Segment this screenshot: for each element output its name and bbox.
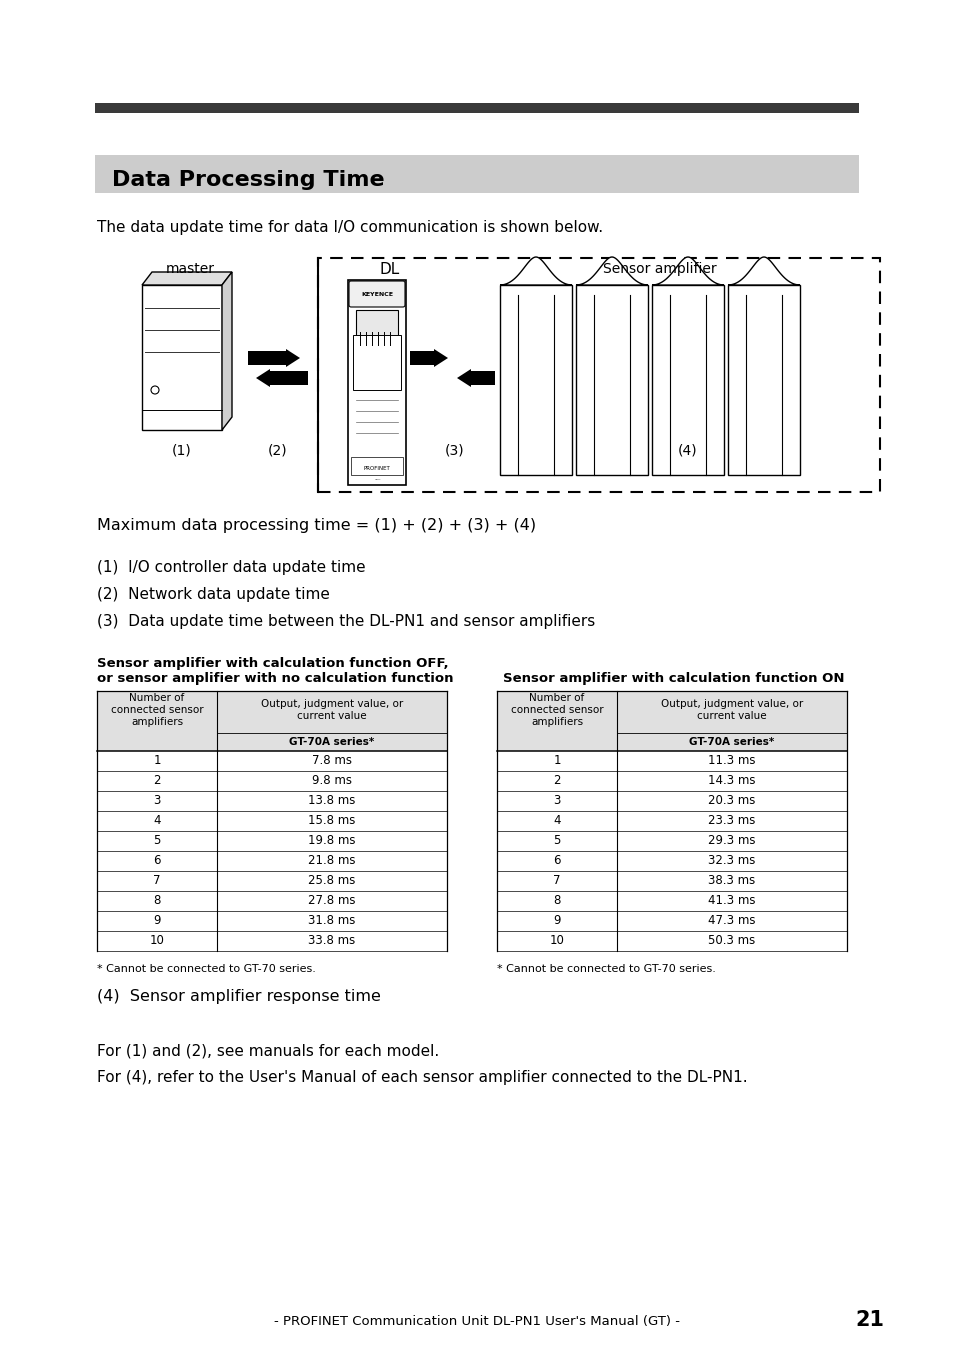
Text: 10: 10	[549, 934, 564, 948]
Text: 2: 2	[153, 775, 161, 787]
FancyArrow shape	[255, 369, 308, 387]
Text: 3: 3	[553, 795, 560, 807]
Polygon shape	[222, 272, 232, 430]
Text: 21.8 ms: 21.8 ms	[308, 854, 355, 868]
Bar	[95, 103, 858, 114]
FancyArrow shape	[410, 349, 448, 366]
Polygon shape	[727, 257, 800, 285]
Bar	[95, 155, 858, 193]
Text: 31.8 ms: 31.8 ms	[308, 914, 355, 927]
Text: 7: 7	[553, 875, 560, 887]
Bar	[497, 691, 846, 750]
Text: 5: 5	[153, 834, 160, 848]
Text: 21: 21	[855, 1310, 883, 1330]
Text: - PROFINET Communication Unit DL-PN1 User's Manual (GT) -: - PROFINET Communication Unit DL-PN1 Use…	[274, 1315, 679, 1328]
Text: Sensor amplifier with calculation function OFF,: Sensor amplifier with calculation functi…	[97, 657, 448, 671]
Text: KEYENCE: KEYENCE	[360, 292, 393, 296]
Text: 4: 4	[553, 814, 560, 827]
Text: 6: 6	[153, 854, 161, 868]
Text: or sensor amplifier with no calculation function: or sensor amplifier with no calculation …	[97, 672, 453, 685]
Text: Sensor amplifier: Sensor amplifier	[602, 262, 716, 276]
Text: 13.8 ms: 13.8 ms	[308, 795, 355, 807]
Text: 32.3 ms: 32.3 ms	[707, 854, 755, 868]
Text: (1)  I/O controller data update time: (1) I/O controller data update time	[97, 560, 365, 575]
Bar	[317, 258, 879, 492]
Bar	[727, 285, 800, 475]
Text: * Cannot be connected to GT-70 series.: * Cannot be connected to GT-70 series.	[497, 964, 715, 973]
Text: (2)  Network data update time: (2) Network data update time	[97, 587, 330, 602]
Bar	[499, 285, 572, 475]
FancyArrow shape	[456, 369, 495, 387]
Text: Maximum data processing time = (1) + (2) + (3) + (4): Maximum data processing time = (1) + (2)…	[97, 518, 536, 533]
Text: Output, judgment value, or
current value: Output, judgment value, or current value	[660, 699, 802, 721]
Text: 1: 1	[153, 754, 161, 768]
Text: 19.8 ms: 19.8 ms	[308, 834, 355, 848]
Text: (3): (3)	[445, 443, 464, 457]
Text: 41.3 ms: 41.3 ms	[707, 895, 755, 907]
Text: 33.8 ms: 33.8 ms	[308, 934, 355, 948]
Text: Data Processing Time: Data Processing Time	[112, 170, 384, 191]
Text: ___: ___	[374, 476, 380, 480]
Text: master: master	[165, 262, 214, 276]
Text: 8: 8	[553, 895, 560, 907]
Polygon shape	[651, 257, 723, 285]
Text: 5: 5	[553, 834, 560, 848]
Text: DL: DL	[379, 262, 399, 277]
Text: Output, judgment value, or
current value: Output, judgment value, or current value	[260, 699, 403, 721]
Text: GT-70A series*: GT-70A series*	[689, 737, 774, 748]
Text: 10: 10	[150, 934, 164, 948]
Text: Sensor amplifier with calculation function ON: Sensor amplifier with calculation functi…	[502, 672, 843, 685]
Text: (1): (1)	[172, 443, 192, 457]
Text: 8: 8	[153, 895, 160, 907]
Text: 20.3 ms: 20.3 ms	[707, 795, 755, 807]
Text: 9: 9	[553, 914, 560, 927]
Text: 7: 7	[153, 875, 161, 887]
Text: Number of
connected sensor
amplifiers: Number of connected sensor amplifiers	[111, 692, 203, 727]
Text: 6: 6	[553, 854, 560, 868]
Bar	[651, 285, 723, 475]
Bar	[353, 335, 400, 389]
Bar	[355, 310, 397, 345]
Text: 14.3 ms: 14.3 ms	[707, 775, 755, 787]
Text: For (1) and (2), see manuals for each model.: For (1) and (2), see manuals for each mo…	[97, 1044, 438, 1059]
Polygon shape	[576, 257, 647, 285]
Text: Number of
connected sensor
amplifiers: Number of connected sensor amplifiers	[510, 692, 602, 727]
Text: 11.3 ms: 11.3 ms	[707, 754, 755, 768]
Text: 9: 9	[153, 914, 161, 927]
Text: 50.3 ms: 50.3 ms	[708, 934, 755, 948]
Text: The data update time for data I/O communication is shown below.: The data update time for data I/O commun…	[97, 220, 602, 235]
Text: 7.8 ms: 7.8 ms	[312, 754, 352, 768]
Text: 15.8 ms: 15.8 ms	[308, 814, 355, 827]
Text: GT-70A series*: GT-70A series*	[289, 737, 375, 748]
Text: 47.3 ms: 47.3 ms	[707, 914, 755, 927]
Text: 38.3 ms: 38.3 ms	[708, 875, 755, 887]
Text: For (4), refer to the User's Manual of each sensor amplifier connected to the DL: For (4), refer to the User's Manual of e…	[97, 1069, 747, 1086]
Text: (4): (4)	[678, 443, 697, 457]
Text: 4: 4	[153, 814, 161, 827]
Text: PROFINET: PROFINET	[363, 465, 390, 470]
Text: (4)  Sensor amplifier response time: (4) Sensor amplifier response time	[97, 990, 380, 1005]
Polygon shape	[142, 285, 222, 430]
Bar	[351, 457, 402, 475]
Bar	[576, 285, 647, 475]
Text: 9.8 ms: 9.8 ms	[312, 775, 352, 787]
Polygon shape	[142, 272, 232, 285]
Text: 2: 2	[553, 775, 560, 787]
Text: * Cannot be connected to GT-70 series.: * Cannot be connected to GT-70 series.	[97, 964, 315, 973]
Bar	[97, 691, 447, 750]
Text: (3)  Data update time between the DL-PN1 and sensor amplifiers: (3) Data update time between the DL-PN1 …	[97, 614, 595, 629]
Text: 29.3 ms: 29.3 ms	[707, 834, 755, 848]
Text: 23.3 ms: 23.3 ms	[707, 814, 755, 827]
Text: 1: 1	[553, 754, 560, 768]
FancyBboxPatch shape	[349, 281, 405, 307]
Text: (2): (2)	[268, 443, 288, 457]
Polygon shape	[499, 257, 572, 285]
FancyArrow shape	[248, 349, 299, 366]
Text: 25.8 ms: 25.8 ms	[308, 875, 355, 887]
Text: 27.8 ms: 27.8 ms	[308, 895, 355, 907]
Bar	[348, 280, 406, 485]
Text: 3: 3	[153, 795, 160, 807]
